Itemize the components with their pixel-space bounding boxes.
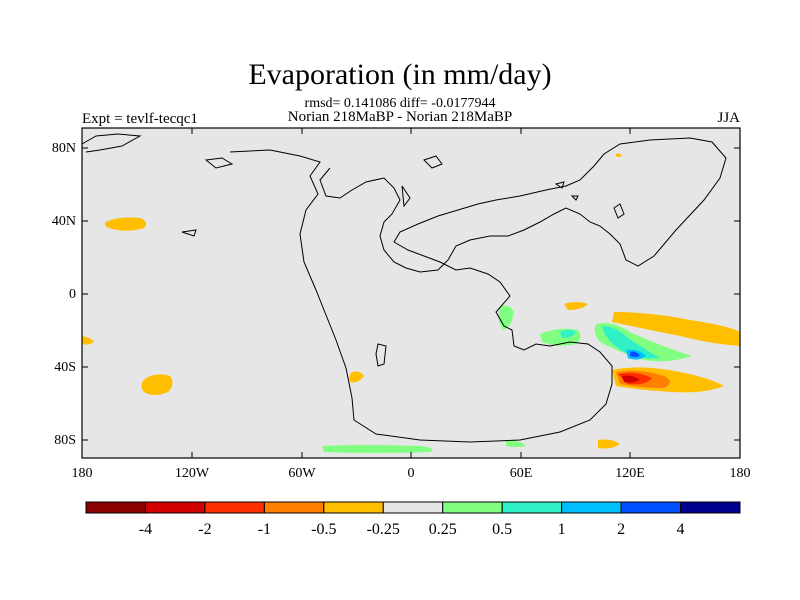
coastline-island bbox=[554, 181, 565, 189]
colorbar-label: -4 bbox=[138, 521, 153, 538]
lon-label: 120E bbox=[615, 466, 645, 481]
colorbar-label: -2 bbox=[198, 521, 212, 538]
colorbar-swatch bbox=[144, 501, 206, 514]
anomaly-patch bbox=[82, 336, 94, 345]
coastline-pangea bbox=[81, 133, 727, 443]
colorbar-swatch bbox=[680, 501, 741, 514]
map-background bbox=[82, 128, 740, 458]
axis-ticks bbox=[82, 128, 740, 458]
lon-label: 120W bbox=[174, 466, 210, 481]
colorbar-swatch bbox=[442, 501, 503, 514]
lon-label: 180 bbox=[71, 466, 93, 481]
experiment-label: Expt = tevlf-tecqc1 bbox=[82, 111, 198, 127]
lon-label: 60W bbox=[288, 466, 316, 481]
coastline-island bbox=[613, 203, 625, 219]
colorbar-swatch bbox=[501, 501, 563, 514]
colorbar-label: -0.5 bbox=[311, 521, 337, 538]
colorbar-label: -0.25 bbox=[366, 521, 400, 538]
lat-label: 40S bbox=[54, 360, 76, 375]
coastline-island bbox=[375, 343, 387, 367]
colorbar-label: 4 bbox=[676, 521, 685, 538]
lat-label: 0 bbox=[69, 287, 76, 302]
anomaly-patch bbox=[322, 445, 433, 453]
lat-label: 80S bbox=[54, 433, 76, 448]
colorbar-label: 2 bbox=[617, 521, 626, 538]
anomaly-patch bbox=[564, 302, 588, 310]
coastline-island bbox=[401, 185, 411, 208]
anomaly-patch bbox=[612, 312, 740, 346]
anomaly-patches bbox=[82, 153, 740, 453]
colorbar-swatch bbox=[204, 501, 265, 514]
colorbar-swatch bbox=[323, 501, 384, 514]
anomaly-patch bbox=[349, 371, 364, 383]
map-subtitle: rmsd= 0.141086 diff= -0.0177944 bbox=[304, 96, 496, 111]
anomaly-patch bbox=[630, 351, 640, 357]
anomaly-patch bbox=[560, 330, 576, 338]
coastlines bbox=[81, 133, 727, 443]
anomaly-patch bbox=[104, 217, 147, 231]
colorbar-swatch bbox=[85, 501, 146, 514]
lat-label: 80N bbox=[51, 141, 76, 156]
map-title: Evaporation (in mm/day) bbox=[248, 58, 552, 91]
colorbar-label: 1 bbox=[557, 521, 566, 538]
colorbar-label: 0.5 bbox=[492, 521, 513, 538]
coastline-island bbox=[204, 157, 234, 169]
lat-label: 40N bbox=[51, 214, 76, 229]
anomaly-patch bbox=[602, 326, 660, 359]
coastline-island bbox=[570, 195, 579, 201]
anomaly-patch bbox=[616, 153, 622, 157]
colorbar-swatch bbox=[561, 501, 622, 514]
colorbar-swatch bbox=[620, 501, 682, 514]
colorbar-swatch bbox=[263, 501, 325, 514]
colorbar-label: 0.25 bbox=[428, 521, 457, 538]
lon-label: 180 bbox=[729, 466, 751, 481]
center-label: Norian 218MaBP - Norian 218MaBP bbox=[287, 109, 513, 125]
colorbar-label: -1 bbox=[257, 521, 272, 538]
anomaly-patch bbox=[141, 374, 173, 395]
season-label: JJA bbox=[717, 110, 740, 126]
anomaly-patch bbox=[598, 439, 620, 449]
lon-label: 0 bbox=[407, 466, 415, 481]
anomaly-patch bbox=[622, 375, 640, 383]
coastline-island bbox=[423, 155, 443, 169]
colorbar bbox=[85, 501, 741, 514]
coastline-island bbox=[181, 229, 197, 237]
colorbar-swatch bbox=[382, 501, 444, 514]
lon-label: 60E bbox=[509, 466, 533, 481]
anomaly-patch bbox=[506, 440, 526, 447]
